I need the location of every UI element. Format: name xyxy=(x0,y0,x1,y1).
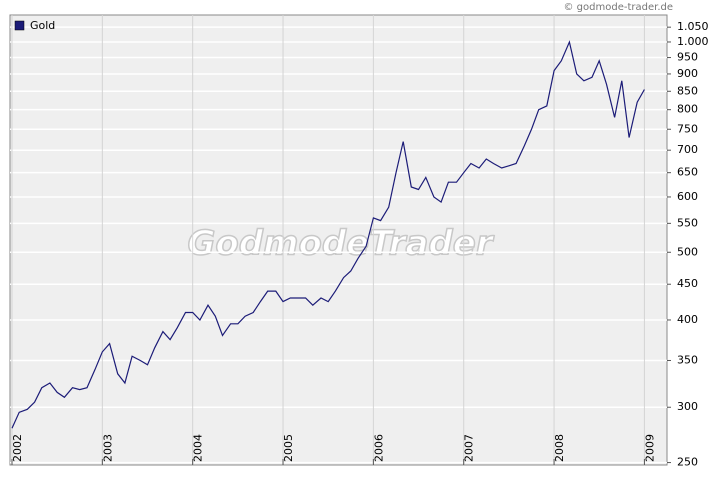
legend-label: Gold xyxy=(30,19,55,32)
x-tick-label: 2008 xyxy=(553,434,566,462)
plot-area xyxy=(9,14,668,466)
x-tick-label: 2005 xyxy=(282,434,295,462)
y-tick-label: 400 xyxy=(677,313,698,326)
price-line xyxy=(11,40,645,429)
y-tick-label: 900 xyxy=(677,67,698,80)
y-tick-label: 450 xyxy=(677,277,698,290)
y-tick-label: 1.000 xyxy=(677,35,709,48)
y-tick-label: 350 xyxy=(677,353,698,366)
y-tick-label: 950 xyxy=(677,51,698,64)
x-tick-label: 2006 xyxy=(372,434,385,462)
y-tick-label: 250 xyxy=(677,456,698,469)
y-tick-label: 550 xyxy=(677,216,698,229)
x-tick-label: 2007 xyxy=(463,434,476,462)
y-tick-label: 300 xyxy=(677,400,698,413)
y-tick-label: 650 xyxy=(677,166,698,179)
source: © godmode-trader.de xyxy=(564,2,674,13)
y-tick-label: 800 xyxy=(677,103,698,116)
x-tick-label: 2003 xyxy=(101,434,114,462)
watermark: GodmodeTrader xyxy=(187,224,494,264)
y-tick-label: 1.050 xyxy=(677,20,709,33)
x-tick-label: 2004 xyxy=(192,434,205,462)
y-tick-label: 700 xyxy=(677,143,698,156)
y-tick-label: 600 xyxy=(677,190,698,203)
y-tick-label: 750 xyxy=(677,122,698,135)
legend-swatch xyxy=(14,20,25,31)
x-tick-label: 2002 xyxy=(11,434,24,462)
x-tick-label: 2009 xyxy=(643,434,656,462)
y-tick-label: 500 xyxy=(677,245,698,258)
y-tick-label: 850 xyxy=(677,84,698,97)
